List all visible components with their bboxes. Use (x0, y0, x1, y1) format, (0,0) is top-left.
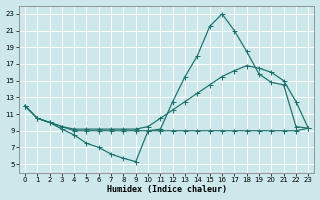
X-axis label: Humidex (Indice chaleur): Humidex (Indice chaleur) (107, 185, 227, 194)
